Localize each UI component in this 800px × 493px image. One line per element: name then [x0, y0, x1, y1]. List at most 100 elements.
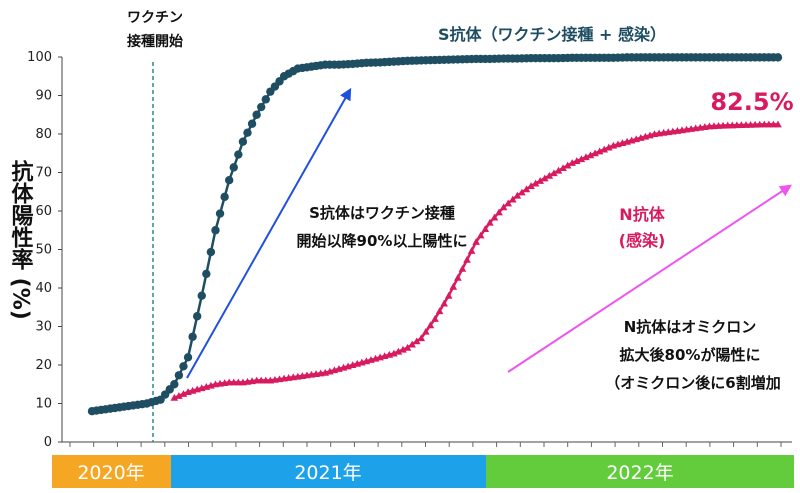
legend-s-antibody: S抗体（ワクチン接種 + 感染） — [438, 25, 666, 44]
data-point — [481, 225, 490, 233]
year-label-2022: 2022年 — [606, 462, 673, 484]
data-point — [179, 390, 188, 397]
data-point — [504, 199, 512, 207]
data-point — [412, 337, 421, 345]
data-point — [197, 291, 206, 300]
data-point — [536, 177, 544, 184]
y-tick-label: 10 — [35, 397, 52, 412]
data-point — [568, 159, 576, 166]
y-tick-label: 0 — [44, 435, 52, 450]
data-point — [431, 315, 439, 322]
data-point — [595, 147, 604, 155]
y-tick-label: 20 — [35, 358, 52, 373]
data-point — [540, 174, 549, 182]
data-point — [591, 149, 599, 157]
data-point — [545, 171, 554, 179]
data-point — [600, 145, 609, 153]
s-trend-arrow — [186, 87, 352, 379]
y-tick-label: 50 — [35, 243, 52, 258]
data-point — [225, 176, 234, 185]
data-point — [399, 345, 407, 353]
year-band-2020 — [52, 455, 171, 488]
data-point — [183, 353, 193, 362]
s-note-line1: S抗体はワクチン接種 — [309, 204, 455, 222]
data-point — [486, 218, 494, 226]
data-point — [417, 334, 426, 342]
data-point — [440, 299, 448, 307]
data-point — [238, 137, 248, 146]
vaccine-label-line2: 接種開始 — [127, 33, 183, 50]
data-point — [458, 264, 467, 272]
data-point — [229, 163, 238, 172]
data-point — [499, 203, 508, 211]
y-axis-label: 抗体陽性率 (%) — [8, 159, 34, 319]
data-point — [522, 185, 531, 193]
data-point — [211, 226, 220, 235]
data-point — [444, 291, 453, 299]
data-point — [408, 340, 416, 348]
y-tick-label: 60 — [35, 204, 52, 219]
year-band-2022 — [486, 455, 794, 488]
data-point — [454, 273, 462, 281]
s-note-line2: 開始以降90%以上陽性に — [297, 232, 468, 250]
data-point — [513, 191, 522, 199]
data-point — [554, 166, 563, 174]
data-point — [586, 151, 595, 159]
data-point — [531, 179, 540, 187]
n-note-line3: （オミクロン後に6割増加 — [605, 374, 780, 392]
y-tick-label: 30 — [35, 320, 52, 335]
n-note-line2: 拡大後80%が陽性に — [620, 346, 761, 364]
data-point — [170, 380, 179, 389]
data-point — [527, 182, 535, 190]
data-point — [175, 392, 183, 399]
data-point — [518, 188, 526, 196]
data-point — [495, 208, 503, 216]
data-point — [206, 247, 216, 257]
y-tick-label: 80 — [35, 127, 52, 142]
y-tick-label: 100 — [27, 50, 52, 65]
data-point — [202, 269, 211, 279]
data-point — [403, 343, 412, 351]
final-value-label: 82.5% — [710, 88, 793, 116]
year-band-2021 — [171, 455, 486, 488]
data-point — [582, 153, 590, 161]
data-point — [774, 120, 782, 128]
data-point — [261, 95, 270, 104]
y-tick-label: 90 — [35, 89, 52, 104]
data-point — [472, 238, 480, 245]
n-trend-arrow — [507, 184, 793, 373]
data-point — [215, 209, 225, 218]
data-point — [435, 307, 444, 315]
data-point — [563, 161, 572, 169]
data-point — [449, 282, 458, 290]
year-label-2021: 2021年 — [294, 462, 361, 484]
data-point — [220, 192, 229, 202]
data-point — [257, 102, 266, 112]
data-point — [243, 128, 252, 137]
legend-n-antibody-line1: N抗体 — [619, 205, 665, 224]
data-point — [192, 312, 202, 321]
data-point — [394, 347, 403, 355]
data-point — [234, 150, 243, 159]
data-point — [604, 143, 613, 151]
year-label-2020: 2020年 — [77, 462, 144, 484]
vaccine-label-line1: ワクチン — [127, 10, 183, 26]
data-point — [188, 332, 197, 341]
data-point — [773, 53, 783, 62]
y-tick-label: 40 — [35, 281, 52, 296]
y-tick-label: 70 — [35, 166, 52, 181]
n-note-line1: N抗体はオミクロン — [624, 318, 757, 336]
data-point — [490, 213, 499, 221]
data-point — [247, 119, 257, 128]
data-point — [559, 164, 567, 172]
data-point — [252, 110, 261, 119]
data-point — [572, 157, 581, 164]
data-point — [508, 195, 517, 203]
data-point — [174, 371, 184, 380]
data-point — [179, 362, 188, 371]
data-point — [577, 155, 586, 163]
data-point — [476, 231, 485, 239]
data-point — [390, 349, 398, 357]
data-point — [422, 327, 430, 335]
